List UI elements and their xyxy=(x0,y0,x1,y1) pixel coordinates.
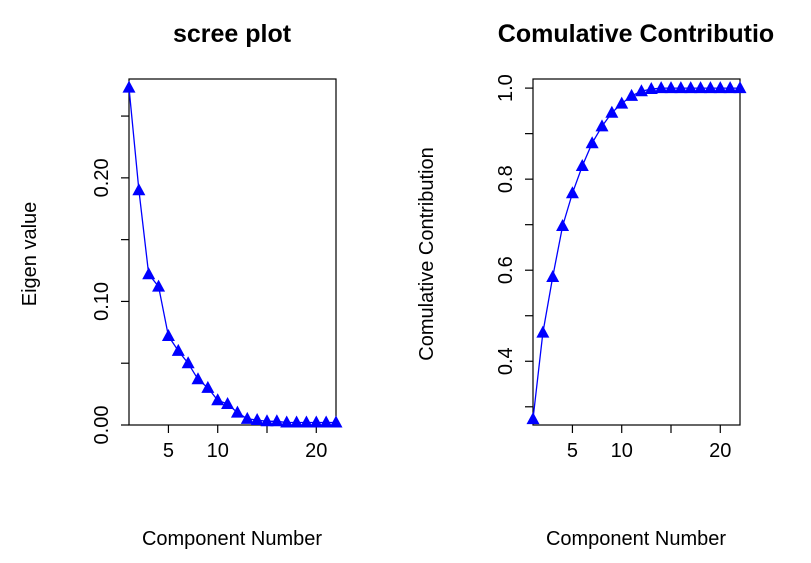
x-axis: 5 10 20 xyxy=(163,425,327,462)
data-point xyxy=(723,81,737,94)
data-point xyxy=(674,81,688,94)
data-point xyxy=(585,136,599,149)
data-point xyxy=(703,81,717,94)
data-point xyxy=(171,343,185,356)
data-point xyxy=(644,82,658,95)
data-point xyxy=(565,186,579,199)
x-tick-label: 10 xyxy=(207,440,229,462)
x-tick-label: 10 xyxy=(611,440,633,462)
data-point xyxy=(319,415,333,428)
data-point xyxy=(191,372,205,385)
y-tick-label: 0.00 xyxy=(91,406,113,445)
x-tick-label: 20 xyxy=(709,440,731,462)
y-tick-label: 0.6 xyxy=(495,256,517,284)
data-point xyxy=(240,411,254,424)
data-point xyxy=(634,84,648,97)
y-axis-label: Comulative Contribution xyxy=(416,147,438,360)
data-point xyxy=(615,96,629,109)
data-point xyxy=(260,414,274,427)
data-point xyxy=(250,413,264,426)
x-axis-label: Component Number xyxy=(142,528,322,550)
data-point xyxy=(142,267,156,280)
data-point xyxy=(733,81,747,94)
y-axis: 0.4 0.6 0.8 1.0 xyxy=(495,74,533,408)
chart-title: scree plot xyxy=(173,20,292,48)
data-point xyxy=(546,270,560,283)
data-point xyxy=(201,380,215,393)
data-point xyxy=(280,415,294,428)
plot-frame xyxy=(532,78,741,426)
data-point xyxy=(654,81,668,94)
data-point xyxy=(181,356,195,369)
x-tick-label: 20 xyxy=(305,440,327,462)
data-point xyxy=(664,81,678,94)
x-tick-label: 5 xyxy=(567,440,578,462)
data-point xyxy=(290,415,304,428)
data-series xyxy=(122,80,343,428)
cumulative-plot-panel: Comulative Contributio 5 10 20 0.4 0.6 0.8 1.… xyxy=(416,20,774,550)
data-point xyxy=(556,219,570,232)
y-axis-label: Eigen value xyxy=(19,202,41,307)
y-axis: 0.00 0.10 0.20 xyxy=(91,115,129,445)
chart-title: Comulative Contributio xyxy=(498,20,774,48)
series-line xyxy=(532,87,740,420)
data-point xyxy=(713,81,727,94)
y-tick-label: 0.4 xyxy=(495,347,517,375)
data-point xyxy=(299,415,313,428)
data-point xyxy=(595,119,609,132)
y-tick-label: 1.0 xyxy=(495,74,517,102)
data-point xyxy=(132,183,146,196)
x-tick-label: 5 xyxy=(163,440,174,462)
y-tick-label: 0.10 xyxy=(91,282,113,321)
data-series xyxy=(526,81,747,425)
x-axis: 5 10 20 xyxy=(567,425,731,462)
y-tick-label: 0.20 xyxy=(91,158,113,197)
y-tick-label: 0.8 xyxy=(495,165,517,193)
data-point xyxy=(575,158,589,171)
data-point xyxy=(221,396,235,409)
data-point xyxy=(161,329,175,342)
data-point xyxy=(270,414,284,427)
data-point xyxy=(536,325,550,338)
data-point xyxy=(211,393,225,406)
x-axis-label: Component Number xyxy=(546,528,726,550)
series-line xyxy=(128,87,336,424)
plot-frame xyxy=(128,78,337,426)
scree-plot-panel: scree plot 5 10 20 0.00 0.10 0.20 Component … xyxy=(19,20,343,550)
data-point xyxy=(152,279,166,292)
data-point xyxy=(694,81,708,94)
data-point xyxy=(230,405,244,418)
data-point xyxy=(122,80,136,93)
data-point xyxy=(329,415,343,428)
data-point xyxy=(309,415,323,428)
data-point xyxy=(526,412,540,425)
data-point xyxy=(684,81,698,94)
data-point xyxy=(625,88,639,101)
data-point xyxy=(605,105,619,118)
